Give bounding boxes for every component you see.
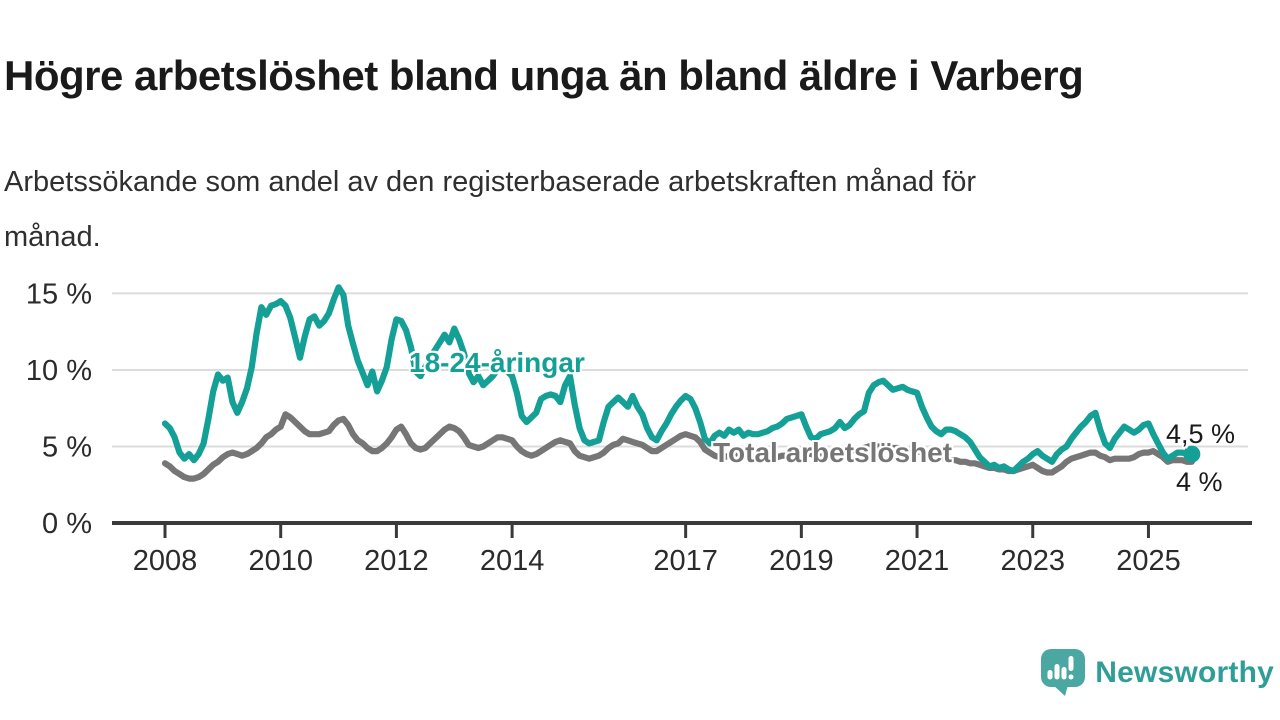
x-axis-label: 2008 [133,545,198,577]
x-axis-label: 2010 [248,545,313,577]
end-value-label-18-24: 4,5 % [1166,419,1236,449]
x-axis-label: 2021 [885,545,950,577]
y-axis-label: 5 % [42,431,92,463]
y-axis-label: 15 % [26,278,92,310]
x-axis-label: 2023 [1000,545,1065,577]
unemployment-line-chart: 0 % 5 % 10 % 15 % 2008 2010 2012 2014 2017 2019 20… [26,278,1252,577]
series-line-total [161,411,1195,482]
series-line-youth [161,284,1195,475]
end-value-label-total: 4 % [1176,467,1223,497]
x-axis-label: 2019 [769,545,834,577]
y-axis-label: 0 % [42,508,92,540]
x-axis-label: 2012 [364,545,429,577]
newsworthy-wordmark: Newsworthy [1095,655,1274,689]
newsworthy-logo: Newsworthy [1041,649,1274,696]
newsworthy-chart-bubble-icon [1041,649,1086,696]
x-axis-label: 2025 [1116,545,1181,577]
x-axis-label: 2017 [653,545,718,577]
series-label-18-24: 18-24-åringar [409,347,585,378]
y-axis-label: 10 % [26,355,92,387]
series-label-total: Total arbetslöshet [713,437,953,468]
x-axis-label: 2014 [480,545,545,577]
page-subtitle: Arbetssökande som andel av den registerb… [4,166,977,253]
page-title: Högre arbetslöshet bland unga än bland ä… [4,52,1084,100]
series-end-dot [1183,445,1201,463]
